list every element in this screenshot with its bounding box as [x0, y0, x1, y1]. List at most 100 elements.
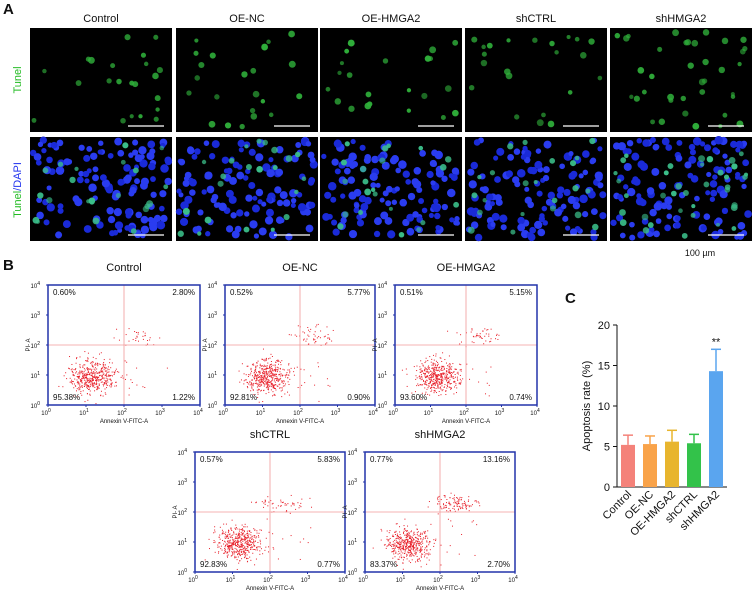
event	[475, 334, 477, 336]
event	[301, 384, 303, 386]
event	[267, 388, 269, 390]
event	[287, 374, 289, 376]
nucleus	[150, 191, 157, 198]
event	[223, 543, 225, 545]
tunel-cell	[152, 72, 159, 80]
event	[402, 546, 404, 548]
tunel-cell	[370, 187, 376, 192]
event	[391, 548, 393, 550]
event	[495, 338, 497, 340]
nucleus	[470, 161, 479, 170]
event	[273, 369, 275, 371]
event	[78, 381, 80, 383]
event	[279, 373, 281, 375]
nucleus	[350, 138, 356, 145]
tunel-cell	[589, 137, 596, 145]
tick-exponent: 0	[48, 408, 51, 414]
event	[296, 335, 298, 337]
nucleus	[125, 212, 132, 219]
event	[95, 379, 97, 381]
event	[460, 370, 462, 372]
event	[92, 376, 94, 378]
event	[329, 385, 331, 387]
event	[263, 377, 265, 379]
event	[450, 375, 452, 377]
tunel-cell	[687, 62, 694, 69]
event	[460, 499, 462, 501]
event	[406, 545, 408, 547]
event	[426, 379, 428, 381]
nucleus	[493, 155, 499, 161]
event	[313, 338, 315, 340]
event	[245, 549, 247, 551]
event	[234, 543, 236, 545]
event	[282, 385, 284, 387]
event	[267, 384, 269, 386]
event	[406, 530, 408, 532]
nucleus	[666, 203, 672, 210]
event	[259, 379, 261, 381]
event	[233, 541, 235, 543]
event	[252, 540, 254, 542]
event	[256, 379, 258, 381]
event	[434, 381, 436, 383]
event	[449, 503, 451, 505]
event	[267, 376, 269, 378]
event	[444, 504, 446, 506]
event	[149, 337, 151, 339]
tick-label: 100	[218, 408, 228, 417]
event	[89, 377, 91, 379]
event	[432, 373, 434, 375]
event	[258, 371, 260, 373]
nucleus	[655, 218, 662, 224]
event	[217, 552, 219, 554]
event	[444, 378, 446, 380]
event	[451, 525, 453, 527]
event	[91, 378, 93, 380]
event	[86, 385, 88, 387]
event	[280, 387, 282, 389]
event	[270, 368, 272, 370]
event	[283, 381, 285, 383]
event	[435, 374, 437, 376]
event	[79, 367, 81, 369]
event	[269, 357, 271, 359]
event	[84, 376, 86, 378]
event	[95, 358, 97, 360]
tunel-cell	[201, 159, 207, 165]
tick-exponent: 0	[384, 401, 387, 407]
event	[450, 372, 452, 374]
event	[425, 368, 427, 370]
event	[208, 538, 210, 540]
nucleus	[569, 228, 578, 236]
event	[256, 386, 258, 388]
event	[86, 381, 88, 383]
event	[400, 548, 402, 550]
event	[282, 382, 284, 384]
event	[455, 384, 457, 386]
event	[252, 542, 254, 544]
nucleus	[333, 139, 342, 148]
event	[91, 371, 93, 373]
event	[406, 534, 408, 536]
event	[431, 387, 433, 389]
event	[270, 364, 272, 366]
event	[443, 506, 445, 508]
event	[460, 383, 462, 385]
nucleus	[156, 221, 166, 230]
event	[79, 365, 81, 367]
event	[406, 536, 408, 538]
event	[402, 568, 404, 570]
nucleus	[331, 158, 339, 166]
nucleus	[211, 140, 220, 149]
event	[467, 504, 469, 506]
event	[408, 550, 410, 552]
nucleus	[419, 150, 426, 157]
event	[426, 549, 428, 551]
event	[478, 335, 480, 337]
event	[298, 507, 300, 509]
tick-exponent: 3	[307, 575, 310, 581]
event	[221, 549, 223, 551]
event	[448, 386, 450, 388]
event	[439, 369, 441, 371]
